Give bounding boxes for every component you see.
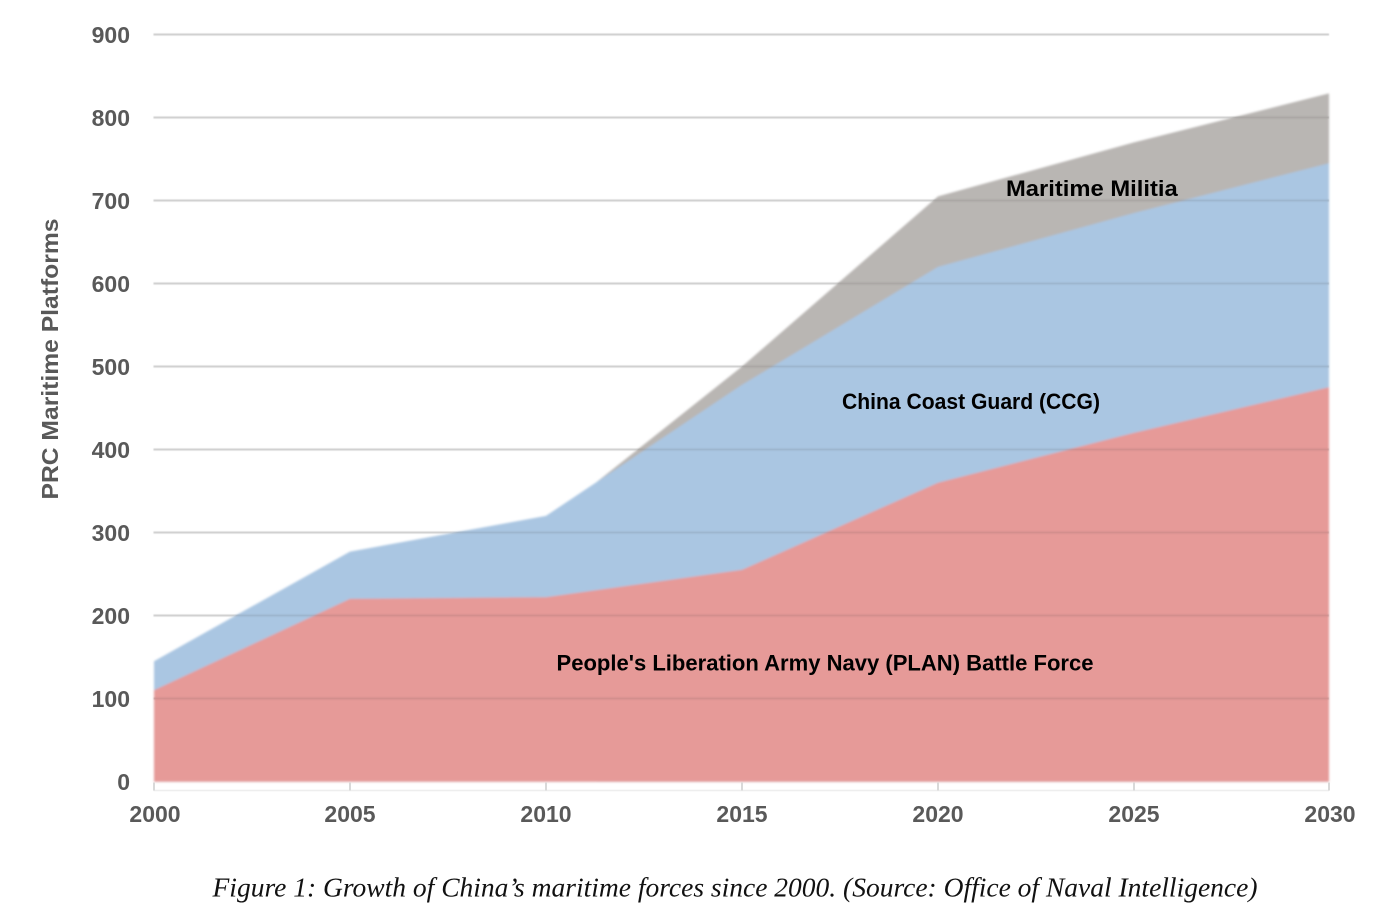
svg-text:200: 200 <box>92 603 130 629</box>
svg-text:Figure 1: Growth of China’s ma: Figure 1: Growth of China’s maritime for… <box>211 872 1257 903</box>
svg-text:500: 500 <box>92 354 130 380</box>
svg-text:0: 0 <box>117 769 130 795</box>
svg-text:2005: 2005 <box>324 801 375 827</box>
svg-text:PRC Maritime Platforms: PRC Maritime Platforms <box>37 219 63 500</box>
svg-text:Maritime Militia: Maritime Militia <box>1006 176 1179 201</box>
svg-text:100: 100 <box>92 686 130 712</box>
svg-text:600: 600 <box>92 271 130 297</box>
svg-text:900: 900 <box>92 22 130 48</box>
svg-text:2025: 2025 <box>1108 801 1159 827</box>
svg-text:2000: 2000 <box>129 801 180 827</box>
svg-text:400: 400 <box>92 437 130 463</box>
svg-text:300: 300 <box>92 520 130 546</box>
svg-text:800: 800 <box>92 105 130 131</box>
svg-text:People's Liberation Army Navy: People's Liberation Army Navy (PLAN) Bat… <box>557 651 1094 676</box>
svg-text:2010: 2010 <box>520 801 571 827</box>
svg-text:China Coast Guard (CCG): China Coast Guard (CCG) <box>842 389 1100 414</box>
svg-text:700: 700 <box>92 188 130 214</box>
svg-text:2030: 2030 <box>1304 801 1355 827</box>
svg-text:2015: 2015 <box>716 801 767 827</box>
svg-text:2020: 2020 <box>912 801 963 827</box>
